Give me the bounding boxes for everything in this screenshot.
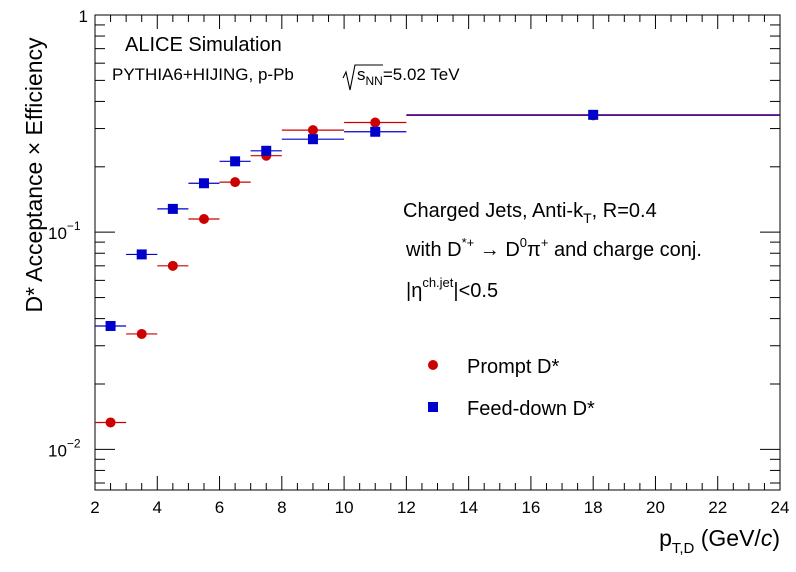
prompt-point xyxy=(136,328,147,339)
feeddown-point xyxy=(167,203,178,214)
decay-pre: with D xyxy=(405,239,462,261)
x-tick-label: 2 xyxy=(90,498,99,517)
x-tick-label: 8 xyxy=(277,498,286,517)
decay-pi: π xyxy=(527,239,541,261)
x-axis-title-italic: c xyxy=(761,525,773,551)
eta-sup: ch.jet xyxy=(422,275,453,290)
decay-sup2: 0 xyxy=(520,235,527,250)
eta-cut-label: |ηch.jet|<0.5 xyxy=(406,275,498,302)
feeddown-point xyxy=(370,126,381,137)
energy-symbol: sNN=5.02 TeV xyxy=(357,65,460,88)
x-tick-label: 16 xyxy=(521,498,540,517)
decay-arrow: → D xyxy=(474,239,520,261)
eta-post: |<0.5 xyxy=(453,280,498,302)
x-tick-label: 22 xyxy=(708,498,727,517)
prompt-point xyxy=(198,214,209,225)
prompt-point xyxy=(105,417,116,428)
feeddown-point xyxy=(136,249,147,260)
prompt-point xyxy=(307,125,318,136)
feeddown-point xyxy=(588,109,599,120)
legend-marker-feeddown xyxy=(428,402,438,412)
x-tick-label: 14 xyxy=(459,498,478,517)
feeddown-point xyxy=(105,320,116,331)
feeddown-point xyxy=(307,134,318,145)
feeddown-point xyxy=(230,156,241,167)
decay-post: and charge conj. xyxy=(548,239,701,261)
sqrt-sign xyxy=(342,64,383,91)
eta-pre: |η xyxy=(406,280,422,302)
axis-ticks xyxy=(94,14,781,490)
x-tick-label: 4 xyxy=(153,498,162,517)
decay-sup3: + xyxy=(541,235,549,250)
x-tick-label: 20 xyxy=(646,498,665,517)
x-axis-title-sub: T,D xyxy=(672,540,695,557)
jet-line-post: , R=0.4 xyxy=(592,200,657,222)
y-tick-label: 1 xyxy=(79,7,88,26)
legend-marker-prompt xyxy=(428,360,438,370)
x-tick-labels: 2 4 6 8 10 12 14 16 18 20 22 24 xyxy=(90,498,789,517)
x-tick-label: 24 xyxy=(771,498,790,517)
data-marks xyxy=(95,109,780,428)
y-tick-labels: 1 10−1 10−2 xyxy=(48,7,88,460)
x-axis-title-close: ) xyxy=(772,525,780,551)
y-tick-label: 10−2 xyxy=(48,436,81,460)
x-axis-title: pT,D (GeV/c) xyxy=(659,525,780,557)
x-tick-label: 18 xyxy=(584,498,603,517)
x-tick-label: 10 xyxy=(335,498,354,517)
prompt-point xyxy=(230,177,241,188)
energy-label: sNN=5.02 TeV xyxy=(342,64,460,91)
energy-sub: NN xyxy=(366,74,383,88)
x-tick-label: 6 xyxy=(215,498,224,517)
y-axis-title: D* Acceptance × Efficiency xyxy=(21,37,47,313)
generator-label: PYTHIA6+HIJING, p-Pb xyxy=(112,65,294,84)
x-axis-title-main: p xyxy=(659,525,672,551)
x-axis-title-rest: (GeV/ xyxy=(694,525,761,551)
legend-label-feeddown: Feed-down D* xyxy=(467,398,595,420)
jet-definition-label: Charged Jets, Anti-kT, R=0.4 xyxy=(403,200,657,226)
decay-channel-label: with D*+ → D0π+ and charge conj. xyxy=(405,235,702,261)
energy-value: =5.02 TeV xyxy=(383,65,460,84)
experiment-label: ALICE Simulation xyxy=(125,34,282,56)
prompt-point xyxy=(370,117,381,128)
legend: Prompt D* Feed-down D* xyxy=(428,356,595,420)
legend-label-prompt: Prompt D* xyxy=(467,356,559,378)
decay-sup1: *+ xyxy=(462,235,475,250)
prompt-point xyxy=(167,260,178,271)
y-tick-label: 10−1 xyxy=(48,219,81,243)
jet-line-pre: Charged Jets, Anti-k xyxy=(403,200,584,222)
feeddown-point xyxy=(261,145,272,156)
x-tick-label: 12 xyxy=(397,498,416,517)
jet-line-sub: T xyxy=(583,210,592,226)
feeddown-point xyxy=(198,178,209,189)
